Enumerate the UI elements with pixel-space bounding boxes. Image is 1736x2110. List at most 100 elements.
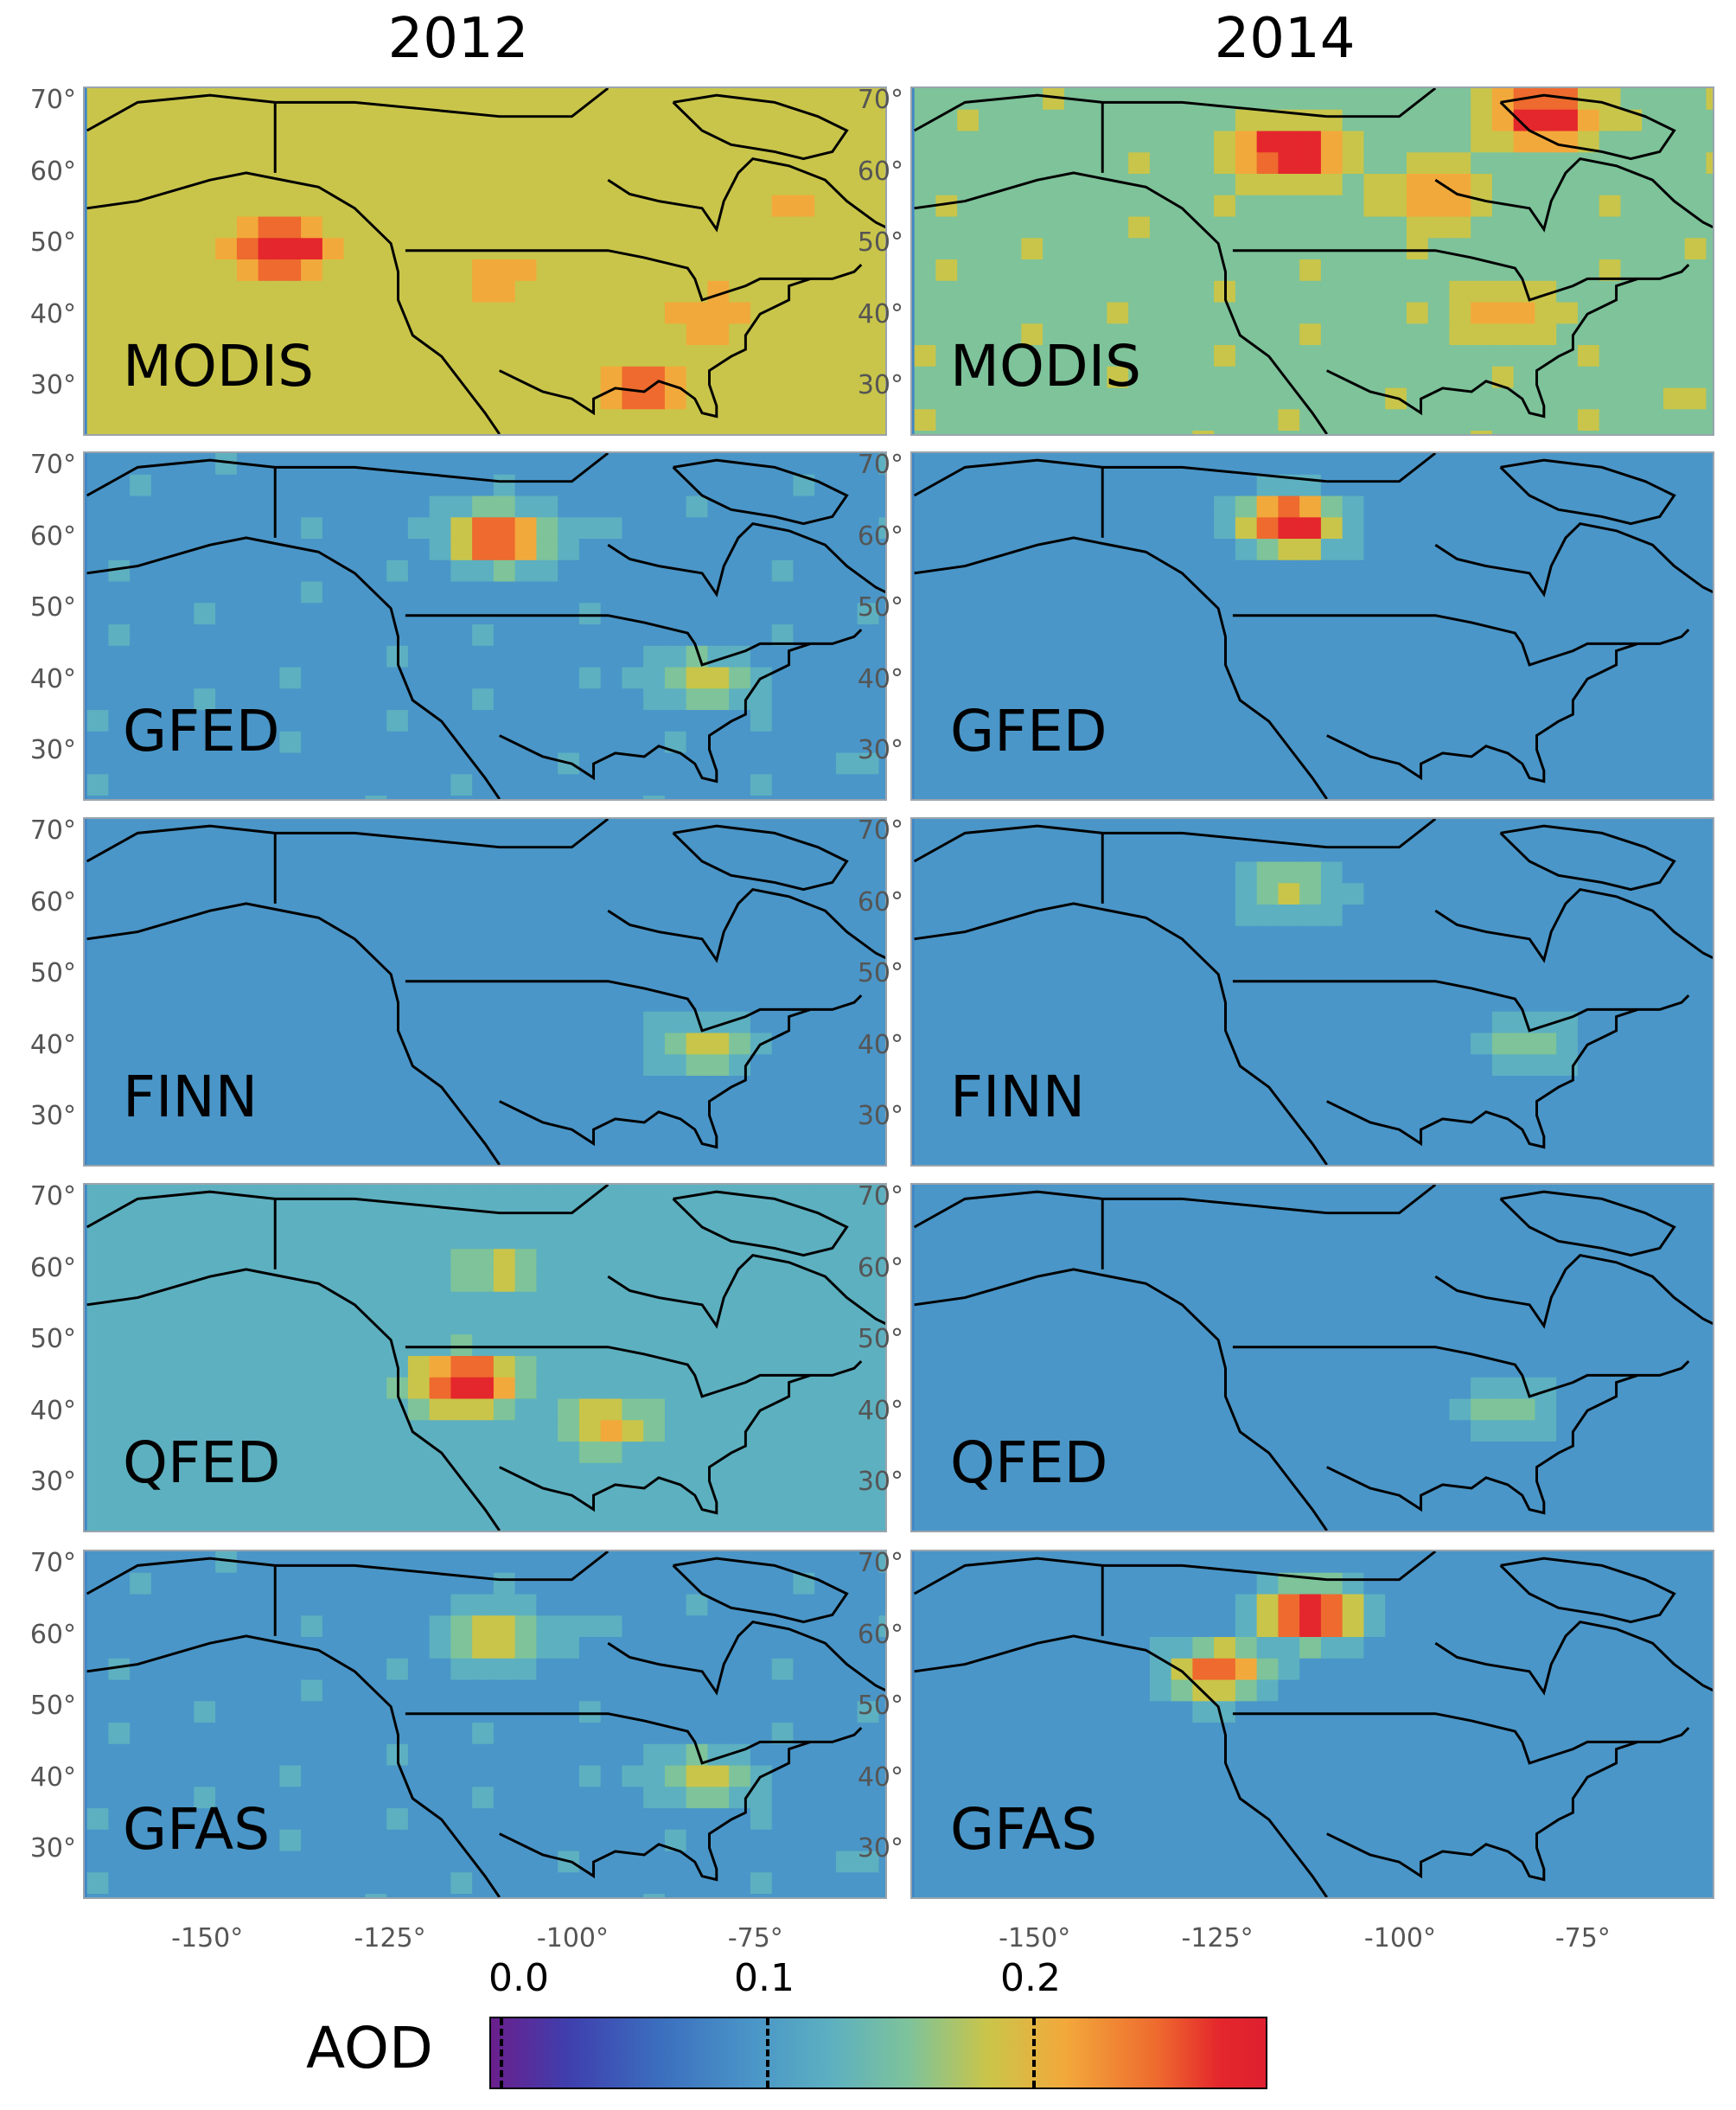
aod-cell <box>472 1249 495 1271</box>
aod-cell <box>914 409 936 432</box>
aod-cell <box>1449 990 1471 1013</box>
aod-cell <box>1385 710 1407 732</box>
aod-cell <box>729 109 751 131</box>
aod-cell <box>236 1227 259 1250</box>
aod-cell <box>835 710 858 732</box>
aod-cell <box>1491 969 1515 991</box>
aod-cell <box>1043 1227 1065 1250</box>
aod-cell <box>1063 1356 1087 1378</box>
aod-cell <box>1043 152 1065 175</box>
aod-cell <box>472 1462 495 1486</box>
aod-cell <box>343 1484 366 1506</box>
aod-cell <box>622 1011 644 1034</box>
aod-cell <box>729 366 751 389</box>
aod-cell <box>1085 581 1107 604</box>
aod-cell <box>301 431 323 434</box>
aod-cell <box>1278 238 1300 260</box>
aod-cell <box>1642 195 1664 218</box>
aod-cell <box>343 1011 366 1034</box>
aod-cell <box>407 366 431 389</box>
aod-cell <box>643 453 666 476</box>
aod-cell <box>108 603 131 625</box>
aod-cell <box>1063 1076 1087 1098</box>
aod-cell <box>1320 1161 1343 1165</box>
aod-cell <box>793 1420 815 1442</box>
aod-cell <box>1620 710 1643 732</box>
aod-cell <box>558 496 580 518</box>
aod-cell <box>258 302 280 324</box>
aod-cell <box>1577 409 1600 432</box>
aod-cell <box>814 238 837 260</box>
aod-cell <box>172 409 195 432</box>
aod-cell <box>493 280 516 304</box>
aod-cell <box>600 539 622 561</box>
aod-cell <box>1278 1140 1300 1162</box>
aod-cell <box>536 581 558 604</box>
aod-cell <box>1620 752 1643 775</box>
aod-cell <box>1706 603 1713 625</box>
aod-cell <box>578 667 602 689</box>
aod-cell <box>578 925 602 949</box>
aod-cell <box>322 1227 345 1250</box>
aod-cell <box>999 1161 1022 1165</box>
aod-cell <box>1342 1356 1364 1378</box>
aod-cell <box>1043 1161 1065 1165</box>
aod-cell <box>835 819 858 841</box>
aod-cell <box>600 861 622 884</box>
aod-cell <box>1107 925 1129 949</box>
aod-cell <box>386 1527 409 1531</box>
aod-cell <box>322 774 345 796</box>
aod-cell <box>365 840 387 862</box>
aod-cell <box>1684 195 1707 218</box>
aod-cell <box>1342 1270 1364 1293</box>
aod-cell <box>1192 131 1215 153</box>
aod-cell <box>793 667 815 689</box>
aod-cell <box>643 216 666 239</box>
aod-cell <box>343 1527 366 1531</box>
aod-cell <box>935 1270 958 1293</box>
aod-cell <box>1535 174 1557 196</box>
aod-cell <box>857 1356 879 1378</box>
aod-cell <box>1192 559 1215 583</box>
coastline <box>913 819 1437 863</box>
aod-cell <box>450 925 473 949</box>
aod-cell <box>1085 947 1107 969</box>
aod-cell <box>258 517 280 540</box>
aod-cell <box>835 1527 858 1531</box>
aod-cell <box>407 1356 431 1378</box>
aod-cell <box>1214 861 1236 884</box>
aod-cell <box>301 1097 323 1120</box>
aod-cell <box>1320 861 1343 884</box>
aod-cell <box>729 559 751 583</box>
aod-cell <box>343 1033 366 1055</box>
aod-cell <box>578 603 602 625</box>
aod-cell <box>1363 603 1386 625</box>
aod-cell <box>1043 688 1065 711</box>
aod-cell <box>493 752 516 775</box>
aod-cell <box>1491 645 1515 668</box>
aod-cell <box>343 1118 366 1141</box>
aod-cell <box>1192 1249 1215 1271</box>
aod-cell <box>365 109 387 131</box>
aod-cell <box>215 496 238 518</box>
aod-cell <box>1385 174 1407 196</box>
aod-cell <box>1235 710 1258 732</box>
aod-cell <box>1342 1377 1364 1400</box>
aod-cell <box>365 1291 387 1314</box>
aod-cell <box>1684 1076 1707 1098</box>
aod-cell <box>1320 905 1343 927</box>
aod-cell <box>1171 1161 1193 1165</box>
aod-cell <box>978 1227 1001 1250</box>
aod-cell <box>1192 539 1215 561</box>
aod-cell <box>558 302 580 324</box>
aod-cell <box>1620 453 1643 476</box>
aod-cell <box>86 861 109 884</box>
aod-cell <box>493 1484 516 1506</box>
aod-cell <box>1663 1270 1686 1293</box>
aod-cell <box>750 731 773 754</box>
aod-cell <box>150 581 174 604</box>
aod-cell <box>643 1506 666 1528</box>
aod-cell <box>793 174 815 196</box>
aod-cell <box>493 603 516 625</box>
aod-cell <box>429 366 451 389</box>
